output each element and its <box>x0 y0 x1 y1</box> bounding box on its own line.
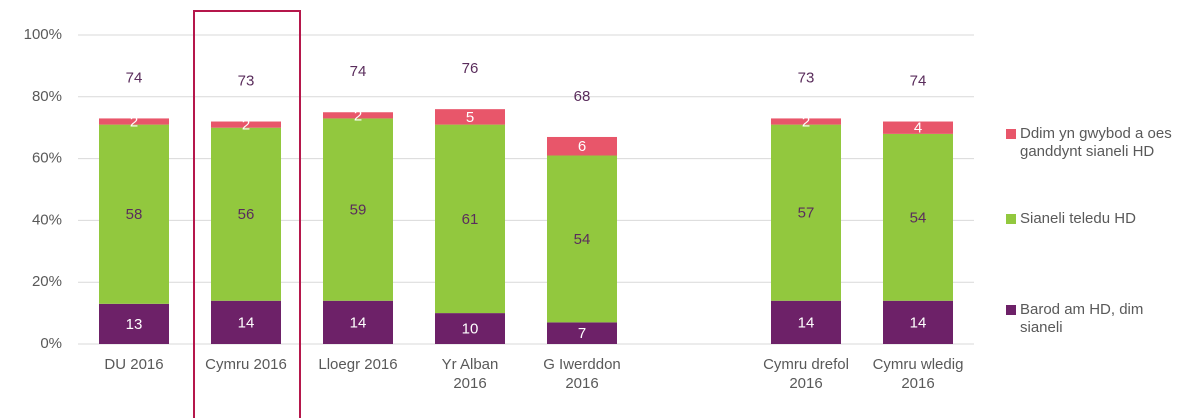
data-label: 59 <box>350 202 367 219</box>
bar-segment <box>435 109 505 125</box>
x-tick-label: Cymru drefol 2016 <box>763 356 849 392</box>
y-tick-label: 80% <box>32 88 62 105</box>
y-tick-label: 40% <box>32 211 62 228</box>
bar-segment <box>771 118 841 125</box>
bar-segment <box>211 121 281 128</box>
bar-segment <box>323 112 393 119</box>
bar-segment <box>547 136 617 156</box>
data-label: 14 <box>910 314 927 331</box>
data-label: 57 <box>798 205 815 222</box>
total-label: 73 <box>798 69 815 86</box>
bar-segment <box>99 124 169 304</box>
total-label: 73 <box>238 72 255 89</box>
bar-segment <box>323 300 393 344</box>
legend-swatch <box>1006 129 1016 139</box>
data-label: 58 <box>126 206 143 223</box>
x-tick-label: Cymru wledig 2016 <box>872 356 964 392</box>
total-label: 74 <box>910 72 927 89</box>
total-label: 68 <box>574 88 591 105</box>
bar-segment <box>99 303 169 344</box>
bar-segment <box>547 322 617 344</box>
highlight-box <box>193 10 301 418</box>
y-tick-label: 100% <box>24 26 62 43</box>
bar-segment <box>883 121 953 134</box>
total-label: 74 <box>350 63 367 80</box>
data-label: 2 <box>130 113 138 130</box>
legend-item: Barod am HD, dim sianeli <box>1006 301 1186 337</box>
bar-segment <box>883 133 953 301</box>
data-label: 14 <box>238 314 255 331</box>
bar-segment <box>435 124 505 314</box>
legend-label: Ddim yn gwybod a oes ganddynt sianeli HD <box>1020 125 1172 160</box>
data-label: 61 <box>462 211 479 228</box>
data-label: 7 <box>578 325 586 342</box>
data-label: 14 <box>798 314 815 331</box>
x-tick-label: DU 2016 <box>104 356 164 373</box>
data-label: 2 <box>802 113 810 130</box>
bar-segment <box>99 118 169 125</box>
data-label: 56 <box>238 206 255 223</box>
data-label: 54 <box>574 231 591 248</box>
data-label: 2 <box>354 107 362 124</box>
legend-item: Sianeli teledu HD <box>1006 210 1186 228</box>
legend-swatch <box>1006 305 1016 315</box>
data-label: 54 <box>910 209 927 226</box>
bar-segment <box>323 118 393 301</box>
x-tick-label: Yr Alban 2016 <box>441 356 499 392</box>
y-tick-label: 60% <box>32 150 62 167</box>
bar-segment <box>435 313 505 344</box>
data-label: 4 <box>914 120 922 137</box>
legend-swatch <box>1006 214 1016 224</box>
data-label: 14 <box>350 314 367 331</box>
bar-segment <box>771 300 841 344</box>
legend-item: Ddim yn gwybod a oes ganddynt sianeli HD <box>1006 125 1186 161</box>
legend-label: Barod am HD, dim sianeli <box>1020 301 1144 336</box>
total-label: 74 <box>126 69 143 86</box>
data-label: 13 <box>126 316 143 333</box>
y-tick-label: 0% <box>40 335 62 352</box>
bar-segment <box>211 300 281 344</box>
bar-segment <box>211 127 281 301</box>
bar-segment <box>547 155 617 323</box>
total-label: 76 <box>462 60 479 77</box>
data-label: 5 <box>466 109 474 126</box>
legend-label: Sianeli teledu HD <box>1020 210 1136 227</box>
bar-segment <box>771 124 841 301</box>
y-tick-label: 20% <box>32 273 62 290</box>
x-tick-label: Cymru 2016 <box>205 356 287 373</box>
data-label: 2 <box>242 117 250 134</box>
x-tick-label: G Iwerddon 2016 <box>543 356 621 392</box>
bar-segment <box>883 300 953 344</box>
data-label: 10 <box>462 321 479 338</box>
x-tick-label: Lloegr 2016 <box>318 356 398 373</box>
data-label: 6 <box>578 138 586 155</box>
